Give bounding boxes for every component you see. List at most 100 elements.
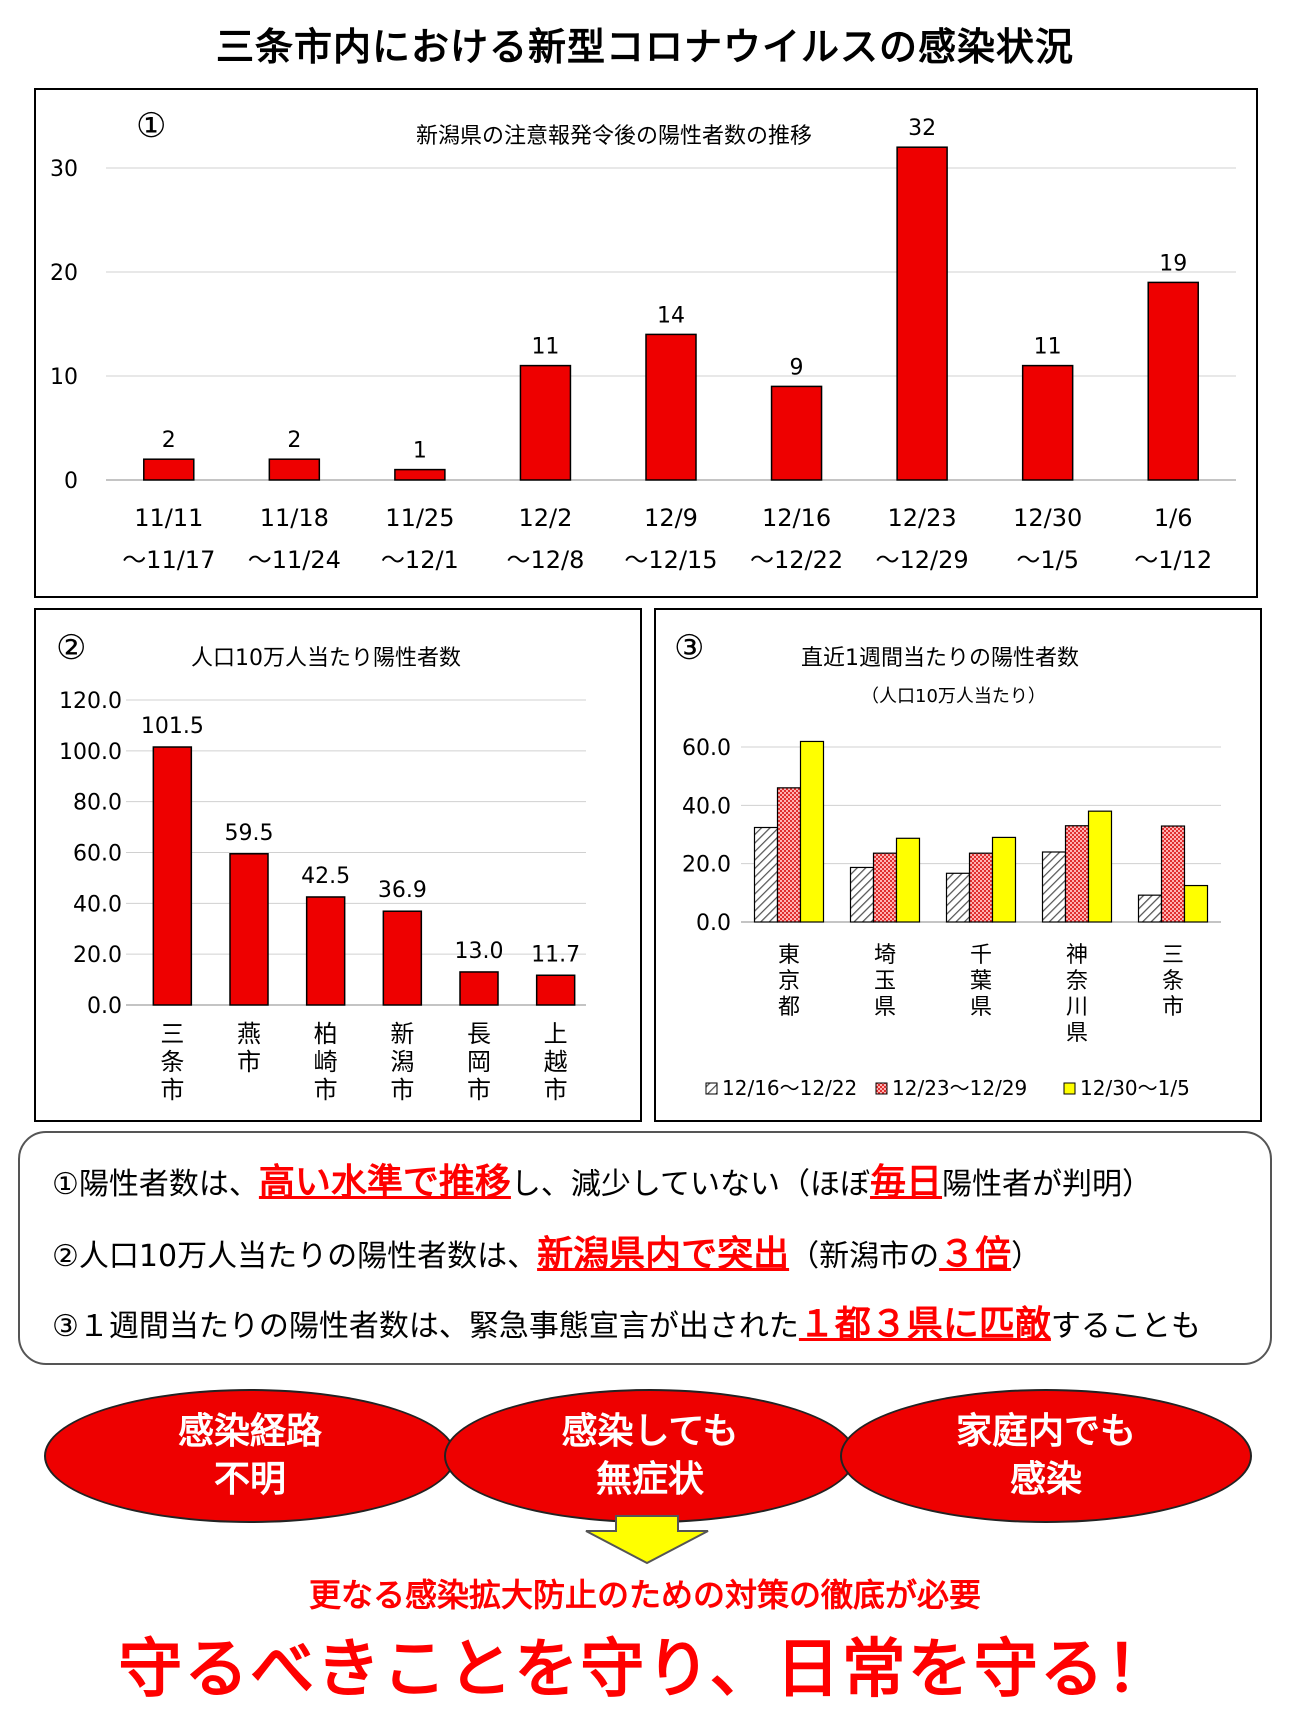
- ellipse-unknown-route: 感染経路 不明: [44, 1389, 456, 1523]
- bar: [152, 746, 193, 1006]
- y-tick-label: 0.0: [87, 994, 122, 1019]
- y-tick-label: 20: [50, 261, 78, 286]
- data-label: 2: [287, 428, 301, 453]
- summary-highlight: 毎日: [870, 1162, 943, 1203]
- x-tick-label: 11/25: [385, 504, 454, 532]
- down-arrow-icon: [585, 1515, 709, 1565]
- ellipse-line: 不明: [213, 1459, 286, 1500]
- x-tick-label: ～1/5: [1016, 546, 1079, 574]
- panel-number: ③: [674, 628, 705, 668]
- x-tick-label: ～11/24: [248, 546, 341, 574]
- bar: [535, 974, 576, 1006]
- x-tick-label: ～12/8: [506, 546, 584, 574]
- y-tick-label: 40.0: [73, 892, 122, 917]
- summary-text: ②人口10万人当たりの陽性者数は、: [52, 1239, 538, 1274]
- panel-number: ②: [56, 628, 87, 668]
- ellipse-asymptomatic: 感染しても 無症状: [444, 1389, 856, 1523]
- x-tick-label: ～12/29: [876, 546, 969, 574]
- bar: [229, 853, 269, 1006]
- bar: [1160, 825, 1186, 923]
- y-tick-label: 100.0: [59, 740, 122, 765]
- y-tick-label: 0.0: [696, 911, 731, 936]
- callout-line-1: 更なる感染拡大防止のための対策の徹底が必要: [308, 1576, 981, 1614]
- summary-box: ①陽性者数は、高い水準で推移し、減少していない（ほぼ毎日陽性者が判明） ②人口1…: [18, 1131, 1272, 1365]
- y-tick-label: 20.0: [682, 853, 731, 878]
- x-tick-label: 12/23: [888, 504, 957, 532]
- bar: [872, 852, 898, 923]
- x-tick-label: 柏崎市: [314, 1020, 338, 1104]
- summary-text: （新潟市の: [789, 1239, 940, 1274]
- bar: [394, 468, 446, 481]
- ellipse-household: 家庭内でも 感染: [840, 1389, 1252, 1523]
- x-tick-label: 三条市: [160, 1020, 184, 1104]
- bar: [305, 896, 346, 1006]
- bar: [1064, 825, 1090, 923]
- bar: [1147, 281, 1199, 481]
- data-label: 11.7: [531, 942, 580, 967]
- page-title: 三条市内における新型コロナウイルスの感染状況: [215, 25, 1074, 69]
- bar: [519, 364, 572, 481]
- chart-title: 新潟県の注意報発令後の陽性者数の推移: [416, 124, 813, 149]
- bar: [1183, 884, 1209, 923]
- x-tick-label: 12/16: [762, 504, 831, 532]
- bar: [968, 852, 994, 923]
- bar: [645, 333, 697, 481]
- summary-text: することも: [1050, 1309, 1201, 1344]
- bar: [896, 146, 948, 481]
- x-tick-label: 11/11: [134, 504, 203, 532]
- data-label: 42.5: [301, 864, 350, 889]
- summary-highlight: １都３県に匹敵: [798, 1304, 1051, 1345]
- chart-title: 人口10万人当たり陽性者数: [191, 646, 461, 671]
- bar: [1041, 851, 1067, 923]
- chart-title: 直近1週間当たりの陽性者数: [801, 646, 1079, 671]
- data-label: 19: [1159, 251, 1187, 276]
- x-tick-label: 埼玉県: [874, 943, 896, 1020]
- ellipse-line: 感染経路: [177, 1411, 322, 1452]
- x-tick-label: 11/18: [260, 504, 329, 532]
- y-tick-label: 120.0: [59, 689, 122, 714]
- x-tick-label: ～1/12: [1134, 546, 1212, 574]
- y-tick-label: 40.0: [682, 794, 731, 819]
- data-label: 2: [162, 428, 176, 453]
- data-label: 101.5: [141, 714, 204, 739]
- bar: [1137, 894, 1163, 923]
- summary-line-2: ②人口10万人当たりの陽性者数は、新潟県内で突出（新潟市の３倍）: [52, 1225, 1041, 1277]
- bar: [382, 910, 423, 1006]
- x-tick-label: 新潟市: [390, 1020, 414, 1104]
- per-100k-chart: 0.0 20.0 40.0 60.0 80.0 100.0 120.0 101.5 三条市 59.…: [59, 689, 586, 1104]
- x-tick-label: 三条市: [1162, 943, 1184, 1020]
- bar: [776, 787, 802, 923]
- summary-text: 陽性者が判明）: [942, 1167, 1153, 1202]
- bar: [753, 826, 779, 923]
- bar: [770, 385, 823, 481]
- bar: [1021, 364, 1074, 481]
- data-label: 9: [790, 355, 804, 380]
- y-tick-label: 60.0: [682, 736, 731, 761]
- data-label: 59.5: [225, 821, 274, 846]
- chart-subtitle: （人口10万人当たり）: [861, 686, 1046, 707]
- ellipse-line: 無症状: [595, 1459, 704, 1500]
- x-tick-label: ～11/17: [122, 546, 215, 574]
- summary-highlight: 新潟県内で突出: [537, 1234, 790, 1275]
- chart-panel-per-100k: ② 人口10万人当たり陽性者数 0.0 20.0 40.0 60.0 80.0 100.0…: [34, 608, 642, 1122]
- summary-text: ③１週間当たりの陽性者数は、緊急事態宣言が出された: [52, 1309, 799, 1344]
- summary-text: ）: [1011, 1239, 1042, 1274]
- x-tick-label: 12/30: [1013, 504, 1082, 532]
- data-label: 13.0: [455, 939, 504, 964]
- bar: [849, 866, 875, 923]
- callout-line-2: 守るべきことを守り、日常を守る！: [118, 1633, 1172, 1707]
- data-label: 11: [531, 335, 559, 360]
- bar: [945, 872, 971, 923]
- ellipse-line: 家庭内でも: [955, 1411, 1136, 1452]
- x-tick-label: ～12/1: [381, 546, 459, 574]
- legend-swatch: [1063, 1082, 1076, 1095]
- data-label: 32: [908, 116, 936, 141]
- y-tick-label: 20.0: [73, 943, 122, 968]
- x-tick-label: 上越市: [544, 1020, 568, 1104]
- legend-label: 12/30～1/5: [1080, 1076, 1190, 1100]
- legend-swatch: [875, 1082, 888, 1095]
- legend-label: 12/16～12/22: [722, 1076, 857, 1100]
- data-label: 1: [413, 439, 427, 464]
- recent-week-chart: 0.0 20.0 40.0 60.0 東京都 埼玉県 千葉県 神奈川県 三条市 12/16～12/…: [682, 736, 1221, 1100]
- ellipse-line: 感染: [1009, 1459, 1082, 1500]
